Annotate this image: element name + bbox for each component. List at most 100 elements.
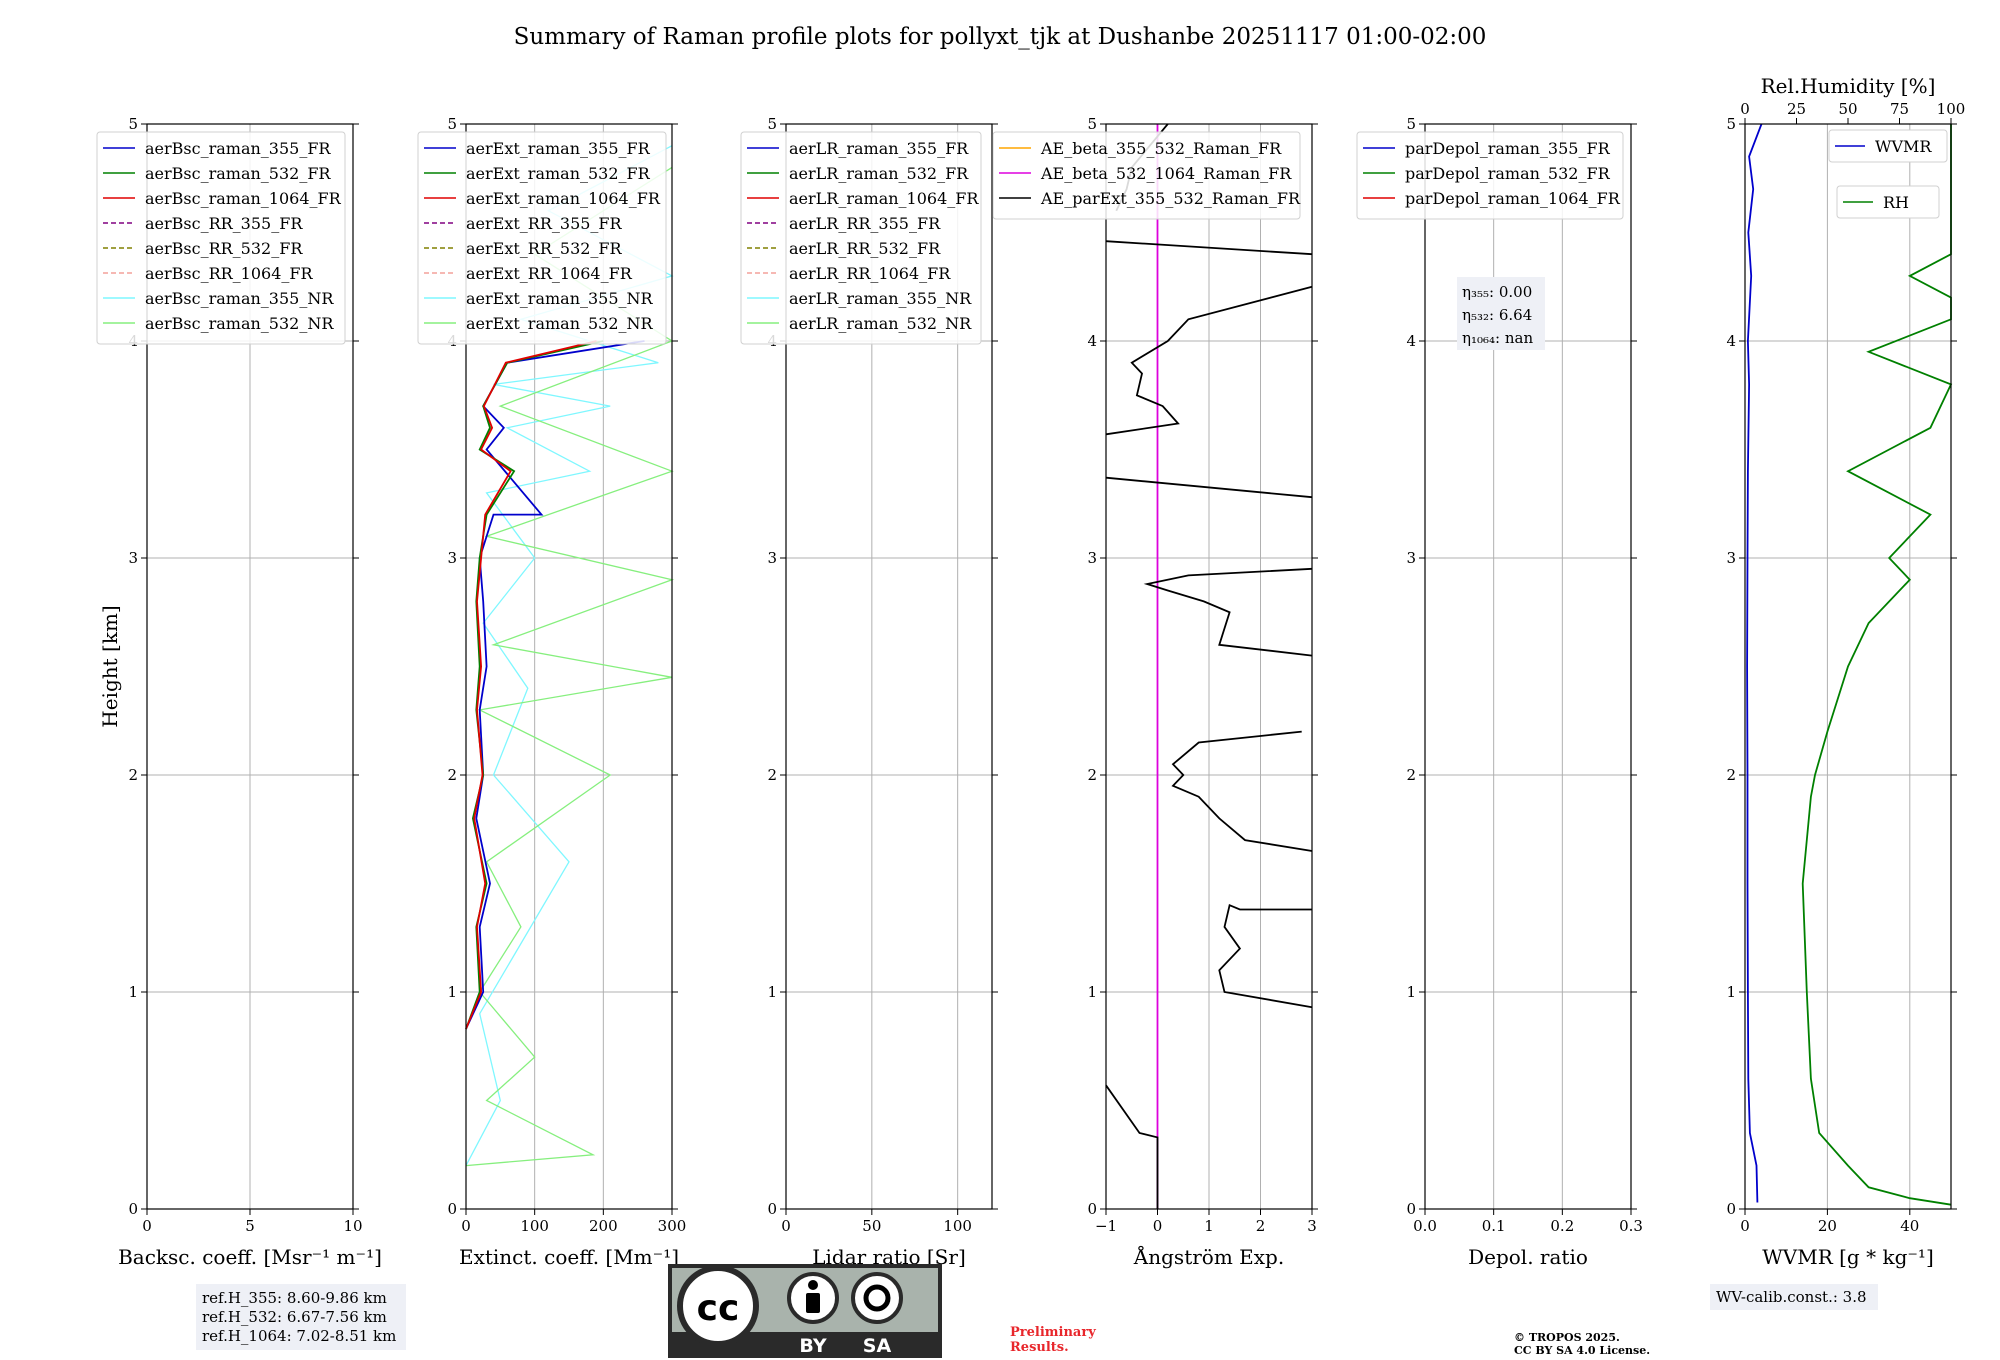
y-tick-label: 1 bbox=[128, 983, 138, 1001]
legend-box bbox=[1836, 185, 1940, 219]
y-tick-label: 4 bbox=[1087, 332, 1097, 350]
top-x-tick-label: 0 bbox=[1740, 100, 1750, 118]
x-tick-label: 100 bbox=[943, 1217, 972, 1235]
series-line-AE_parExt_355_532_Raman_FR bbox=[1171, 730, 1313, 852]
top-x-tick-label: 100 bbox=[1937, 100, 1966, 118]
y-tick-label: 2 bbox=[447, 766, 457, 784]
y-tick-label: 3 bbox=[1406, 549, 1416, 567]
legend-entry: AE_beta_532_1064_Raman_FR bbox=[1040, 164, 1292, 183]
sa-icon bbox=[851, 1272, 903, 1324]
x-axis-label: Ångström Exp. bbox=[1133, 1244, 1284, 1269]
axes-frame bbox=[1424, 123, 1632, 1210]
top-x-tick-label: 50 bbox=[1838, 100, 1857, 118]
panel-5: 0.0 0.1 0.2 0.3 0 1 2 3 4 5 Depol. ratio parDepol_r… bbox=[1356, 115, 1643, 1269]
x-axis-label: Extinct. coeff. [Mm⁻¹] bbox=[459, 1245, 679, 1269]
legend-box bbox=[417, 131, 667, 345]
legend: WVMR RH bbox=[1828, 129, 1948, 219]
eta-annotation: η₃₅₅: 0.00 bbox=[1462, 283, 1532, 301]
x-tick-label: 0 bbox=[1153, 1217, 1163, 1235]
legend-entry: aerBsc_RR_355_FR bbox=[145, 214, 303, 233]
y-tick-label: 2 bbox=[1726, 766, 1736, 784]
legend-entry: aerLR_raman_532_NR bbox=[789, 314, 972, 333]
axes-frame bbox=[465, 123, 673, 1210]
x-tick-label: 0.0 bbox=[1413, 1217, 1437, 1235]
eta-annotation-box bbox=[1457, 277, 1545, 350]
legend-entry: aerExt_RR_532_FR bbox=[466, 239, 623, 258]
legend-entry: parDepol_raman_532_FR bbox=[1405, 164, 1611, 183]
figure-title: Summary of Raman profile plots for polly… bbox=[514, 24, 1487, 50]
x-tick-label: 0.3 bbox=[1619, 1217, 1643, 1235]
x-tick-label: −1 bbox=[1095, 1217, 1117, 1235]
x-tick-label: 0.1 bbox=[1482, 1217, 1506, 1235]
cc-icon bbox=[677, 1265, 759, 1347]
x-tick-label: 0.2 bbox=[1550, 1217, 1574, 1235]
y-tick-label: 3 bbox=[447, 549, 457, 567]
legend-entry: aerLR_raman_1064_FR bbox=[789, 189, 979, 208]
legend-box bbox=[96, 131, 346, 345]
refh-355: ref.H_355: 8.60-9.86 km bbox=[202, 1289, 387, 1307]
y-tick-label: 0 bbox=[1726, 1200, 1736, 1218]
y-tick-label: 5 bbox=[1406, 115, 1416, 133]
series-line-aerExt_raman_1064_FR bbox=[465, 340, 597, 1030]
legend-entry: aerLR_RR_532_FR bbox=[789, 239, 941, 258]
legend-box bbox=[740, 131, 982, 345]
x-tick-label: 0 bbox=[461, 1217, 471, 1235]
series-line-AE_parExt_355_532_Raman_FR bbox=[1105, 476, 1313, 499]
refh-532: ref.H_532: 6.67-7.56 km bbox=[202, 1308, 387, 1326]
preliminary-line-2: Results. bbox=[1010, 1340, 1069, 1355]
y-tick-label: 4 bbox=[1726, 332, 1736, 350]
legend-box bbox=[992, 131, 1301, 220]
x-tick-label: 0 bbox=[142, 1217, 152, 1235]
y-axis-label: Height [km] bbox=[98, 605, 122, 727]
y-tick-label: 0 bbox=[128, 1200, 138, 1218]
y-tick-label: 3 bbox=[1087, 549, 1097, 567]
top-x-tick-label: 75 bbox=[1890, 100, 1909, 118]
series-line-RH bbox=[1801, 124, 1953, 1206]
y-tick-label: 5 bbox=[1087, 115, 1097, 133]
legend-entry: aerBsc_RR_1064_FR bbox=[145, 264, 314, 283]
legend-entry: aerLR_raman_532_FR bbox=[789, 164, 969, 183]
legend: aerLR_raman_355_FR aerLR_raman_532_FR aerL… bbox=[740, 131, 982, 345]
x-tick-label: 300 bbox=[658, 1217, 687, 1235]
legend-entry: aerExt_raman_355_FR bbox=[466, 139, 651, 158]
y-tick-label: 1 bbox=[1406, 983, 1416, 1001]
legend-entry: aerBsc_raman_355_FR bbox=[145, 139, 331, 158]
legend-entry: parDepol_raman_355_FR bbox=[1405, 139, 1611, 158]
x-tick-label: 50 bbox=[862, 1217, 881, 1235]
eta-annotation: η₅₃₂: 6.64 bbox=[1462, 306, 1532, 324]
y-tick-label: 5 bbox=[128, 115, 138, 133]
cc-license-logo: cc BY SA bbox=[668, 1264, 942, 1358]
x-tick-label: 0 bbox=[1740, 1217, 1750, 1235]
x-axis-label: Depol. ratio bbox=[1468, 1245, 1588, 1269]
legend-entry: RH bbox=[1883, 193, 1909, 212]
top-x-tick-label: 25 bbox=[1787, 100, 1806, 118]
y-tick-label: 0 bbox=[447, 1200, 457, 1218]
legend-box bbox=[1356, 131, 1624, 220]
preliminary-line-1: Preliminary bbox=[1010, 1325, 1096, 1340]
y-tick-label: 1 bbox=[1726, 983, 1736, 1001]
y-tick-label: 1 bbox=[1087, 983, 1097, 1001]
x-axis-label: WVMR [g * kg⁻¹] bbox=[1762, 1245, 1934, 1269]
legend-entry: AE_parExt_355_532_Raman_FR bbox=[1040, 189, 1301, 208]
y-tick-label: 2 bbox=[767, 766, 777, 784]
y-tick-label: 4 bbox=[1406, 332, 1416, 350]
series-line-AE_parExt_355_532_Raman_FR bbox=[1105, 240, 1313, 256]
copyright-line-2: CC BY SA 4.0 License. bbox=[1514, 1344, 1650, 1357]
y-tick-label: 5 bbox=[447, 115, 457, 133]
x-tick-label: 0 bbox=[781, 1217, 791, 1235]
y-tick-label: 0 bbox=[1087, 1200, 1097, 1218]
panel-6: 0 20 40 0 1 2 3 4 5 WVMR [g * kg⁻¹] 0 25 50 75 100Rel.… bbox=[1726, 74, 1965, 1269]
x-tick-label: 5 bbox=[245, 1217, 255, 1235]
cc-logo-text: cc bbox=[697, 1288, 740, 1329]
series-line-AE_parExt_355_532_Raman_FR bbox=[1143, 567, 1313, 657]
y-tick-label: 5 bbox=[767, 115, 777, 133]
y-tick-label: 5 bbox=[1726, 115, 1736, 133]
y-tick-label: 0 bbox=[1406, 1200, 1416, 1218]
panel-1: 0510012345Backsc. coeff. [Msr⁻¹ m⁻¹]Heig… bbox=[96, 115, 382, 1269]
series-line-AE_parExt_355_532_Raman_FR bbox=[1105, 1084, 1159, 1209]
legend-entry: aerExt_RR_355_FR bbox=[466, 214, 623, 233]
y-tick-label: 0 bbox=[767, 1200, 777, 1218]
legend: aerExt_raman_355_FR aerExt_raman_532_FRae… bbox=[417, 131, 667, 345]
legend: parDepol_raman_355_FR parDepol_raman_532_… bbox=[1356, 131, 1624, 220]
y-tick-label: 3 bbox=[767, 549, 777, 567]
